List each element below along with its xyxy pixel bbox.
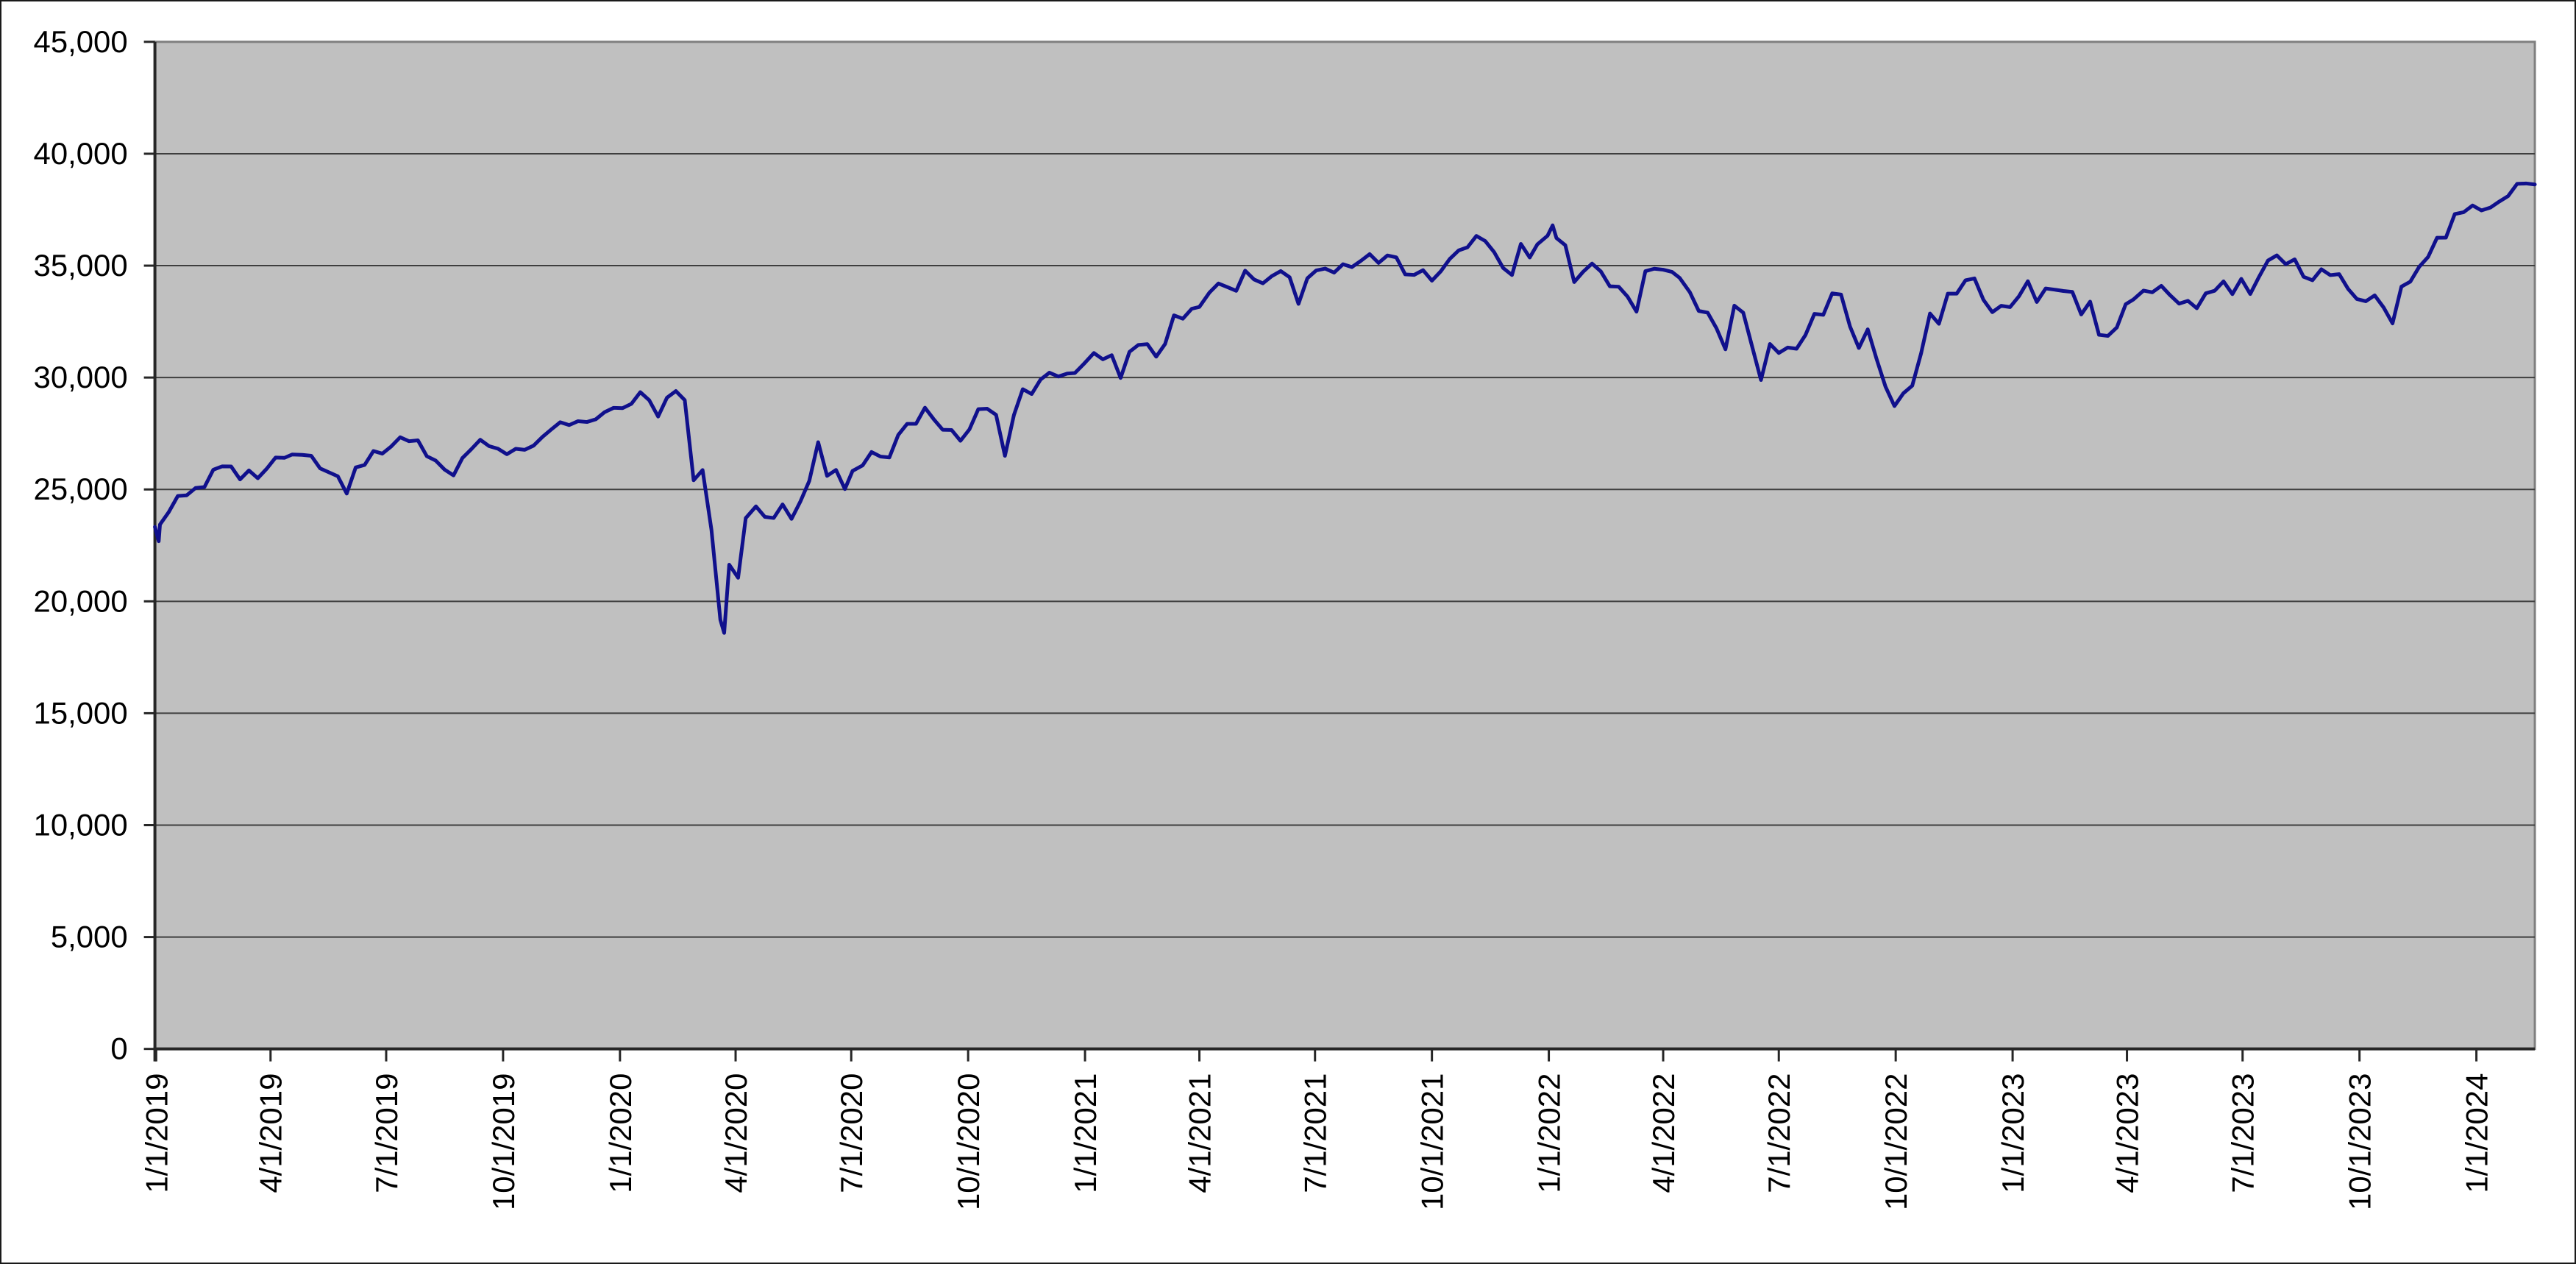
x-axis-tick-label: 4/1/2021 xyxy=(1182,1073,1217,1193)
x-axis-tick-label: 1/1/2023 xyxy=(1996,1073,2030,1193)
y-axis-tick-label: 10,000 xyxy=(34,807,128,842)
y-axis-tick-label: 5,000 xyxy=(51,920,128,954)
x-axis-tick-label: 10/1/2022 xyxy=(1879,1073,1913,1210)
y-axis-tick-label: 45,000 xyxy=(34,24,128,59)
x-axis-tick-label: 10/1/2023 xyxy=(2343,1073,2377,1210)
x-axis-tick-label: 10/1/2019 xyxy=(486,1073,521,1210)
y-axis-tick-label: 15,000 xyxy=(34,695,128,730)
plot-area xyxy=(154,40,2536,1051)
x-axis-tick-label: 1/1/2020 xyxy=(603,1073,638,1193)
x-axis-tick-label: 1/1/2021 xyxy=(1068,1073,1103,1193)
x-axis-tick-label: 4/1/2019 xyxy=(254,1073,288,1193)
x-axis-tick-label: 7/1/2021 xyxy=(1298,1073,1333,1193)
x-axis-tick-label: 7/1/2020 xyxy=(834,1073,869,1193)
x-axis-tick-label: 7/1/2019 xyxy=(369,1073,404,1193)
x-axis-tick-label: 10/1/2021 xyxy=(1415,1073,1450,1210)
x-axis-tick-label: 4/1/2022 xyxy=(1646,1073,1681,1193)
x-axis-tick-label: 4/1/2023 xyxy=(2110,1073,2145,1193)
y-axis-tick-label: 30,000 xyxy=(34,360,128,394)
y-axis-tick-label: 0 xyxy=(110,1032,127,1066)
x-axis-tick-label: 7/1/2022 xyxy=(1762,1073,1796,1193)
x-axis-tick-label: 1/1/2024 xyxy=(2460,1073,2494,1193)
x-axis-tick-label: 1/1/2019 xyxy=(139,1073,174,1193)
x-axis-tick-label: 1/1/2022 xyxy=(1532,1073,1567,1193)
x-axis-tick-label: 4/1/2020 xyxy=(719,1073,753,1193)
y-axis-tick-label: 40,000 xyxy=(34,136,128,171)
series-line xyxy=(153,181,2537,635)
x-axis-tick-label: 7/1/2023 xyxy=(2226,1073,2260,1193)
y-axis-tick-label: 35,000 xyxy=(34,248,128,283)
y-axis-tick-label: 20,000 xyxy=(34,583,128,618)
x-axis-tick-label: 10/1/2020 xyxy=(951,1073,986,1210)
y-axis-tick-label: 25,000 xyxy=(34,472,128,506)
